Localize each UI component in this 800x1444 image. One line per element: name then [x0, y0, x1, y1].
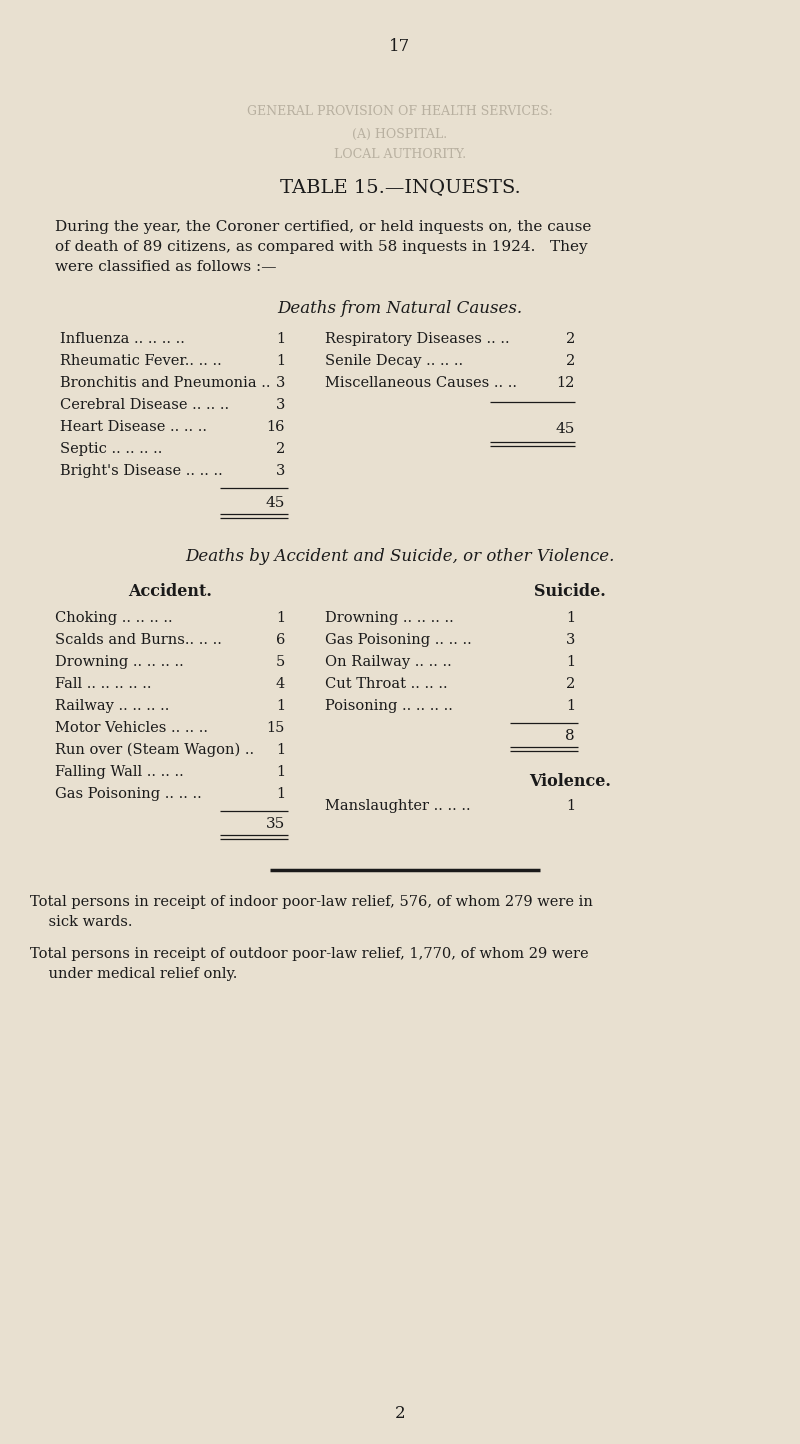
Text: Manslaughter .. .. ..: Manslaughter .. .. .. [325, 799, 470, 813]
Text: GENERAL PROVISION OF HEALTH SERVICES:: GENERAL PROVISION OF HEALTH SERVICES: [247, 105, 553, 118]
Text: Drowning .. .. .. ..: Drowning .. .. .. .. [55, 656, 184, 669]
Text: 2: 2 [276, 442, 285, 456]
Text: Bright's Disease .. .. ..: Bright's Disease .. .. .. [60, 464, 222, 478]
Text: Motor Vehicles .. .. ..: Motor Vehicles .. .. .. [55, 721, 208, 735]
Text: Drowning .. .. .. ..: Drowning .. .. .. .. [325, 611, 454, 625]
Text: Respiratory Diseases .. ..: Respiratory Diseases .. .. [325, 332, 510, 347]
Text: 3: 3 [276, 375, 285, 390]
Text: sick wards.: sick wards. [30, 915, 133, 928]
Text: LOCAL AUTHORITY.: LOCAL AUTHORITY. [334, 147, 466, 160]
Text: 35: 35 [266, 817, 285, 830]
Text: Influenza .. .. .. ..: Influenza .. .. .. .. [60, 332, 185, 347]
Text: 1: 1 [566, 611, 575, 625]
Text: Senile Decay .. .. ..: Senile Decay .. .. .. [325, 354, 463, 368]
Text: 2: 2 [566, 354, 575, 368]
Text: Railway .. .. .. ..: Railway .. .. .. .. [55, 699, 170, 713]
Text: Gas Poisoning .. .. ..: Gas Poisoning .. .. .. [55, 787, 202, 801]
Text: were classified as follows :—: were classified as follows :— [55, 260, 277, 274]
Text: 45: 45 [266, 495, 285, 510]
Text: Cerebral Disease .. .. ..: Cerebral Disease .. .. .. [60, 399, 229, 412]
Text: 2: 2 [566, 677, 575, 692]
Text: 3: 3 [276, 464, 285, 478]
Text: 15: 15 [266, 721, 285, 735]
Text: Deaths from Natural Causes.: Deaths from Natural Causes. [278, 300, 522, 318]
Text: 3: 3 [276, 399, 285, 412]
Text: TABLE 15.—INQUESTS.: TABLE 15.—INQUESTS. [280, 178, 520, 196]
Text: 1: 1 [566, 656, 575, 669]
Text: Gas Poisoning .. .. ..: Gas Poisoning .. .. .. [325, 632, 472, 647]
Text: 4: 4 [276, 677, 285, 692]
Text: 3: 3 [566, 632, 575, 647]
Text: 6: 6 [276, 632, 285, 647]
Text: Scalds and Burns.. .. ..: Scalds and Burns.. .. .. [55, 632, 222, 647]
Text: 1: 1 [276, 699, 285, 713]
Text: 1: 1 [276, 787, 285, 801]
Text: 45: 45 [556, 422, 575, 436]
Text: 1: 1 [276, 354, 285, 368]
Text: Rheumatic Fever.. .. ..: Rheumatic Fever.. .. .. [60, 354, 222, 368]
Text: 1: 1 [276, 744, 285, 757]
Text: 8: 8 [566, 729, 575, 744]
Text: 12: 12 [557, 375, 575, 390]
Text: 1: 1 [276, 332, 285, 347]
Text: 1: 1 [566, 699, 575, 713]
Text: Total persons in receipt of outdoor poor-law relief, 1,770, of whom 29 were: Total persons in receipt of outdoor poor… [30, 947, 589, 962]
Text: Total persons in receipt of indoor poor-law relief, 576, of whom 279 were in: Total persons in receipt of indoor poor-… [30, 895, 593, 910]
Text: 5: 5 [276, 656, 285, 669]
Text: Falling Wall .. .. ..: Falling Wall .. .. .. [55, 765, 184, 778]
Text: of death of 89 citizens, as compared with 58 inquests in 1924.   They: of death of 89 citizens, as compared wit… [55, 240, 588, 254]
Text: 17: 17 [390, 38, 410, 55]
Text: 2: 2 [566, 332, 575, 347]
Text: Miscellaneous Causes .. ..: Miscellaneous Causes .. .. [325, 375, 517, 390]
Text: 1: 1 [276, 611, 285, 625]
Text: Bronchitis and Pneumonia ..: Bronchitis and Pneumonia .. [60, 375, 270, 390]
Text: Fall .. .. .. .. ..: Fall .. .. .. .. .. [55, 677, 151, 692]
Text: Poisoning .. .. .. ..: Poisoning .. .. .. .. [325, 699, 453, 713]
Text: Run over (Steam Wagon) ..: Run over (Steam Wagon) .. [55, 744, 254, 758]
Text: Suicide.: Suicide. [534, 583, 606, 601]
Text: under medical relief only.: under medical relief only. [30, 967, 238, 980]
Text: 2: 2 [394, 1405, 406, 1422]
Text: Choking .. .. .. ..: Choking .. .. .. .. [55, 611, 173, 625]
Text: 1: 1 [276, 765, 285, 778]
Text: Septic .. .. .. ..: Septic .. .. .. .. [60, 442, 162, 456]
Text: (A) HOSPITAL.: (A) HOSPITAL. [353, 129, 447, 142]
Text: Deaths by Accident and Suicide, or other Violence.: Deaths by Accident and Suicide, or other… [186, 549, 614, 565]
Text: 16: 16 [266, 420, 285, 435]
Text: Cut Throat .. .. ..: Cut Throat .. .. .. [325, 677, 448, 692]
Text: Violence.: Violence. [529, 773, 611, 790]
Text: On Railway .. .. ..: On Railway .. .. .. [325, 656, 452, 669]
Text: During the year, the Coroner certified, or held inquests on, the cause: During the year, the Coroner certified, … [55, 219, 591, 234]
Text: 1: 1 [566, 799, 575, 813]
Text: Heart Disease .. .. ..: Heart Disease .. .. .. [60, 420, 207, 435]
Text: Accident.: Accident. [128, 583, 212, 601]
